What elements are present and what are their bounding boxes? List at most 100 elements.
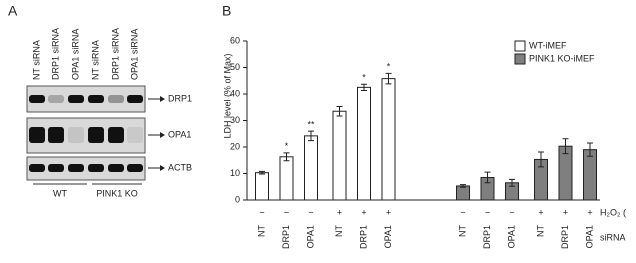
error-bar <box>484 171 491 184</box>
h2o2-label: + <box>337 207 342 217</box>
band <box>68 164 84 172</box>
group-label: WT <box>53 188 67 198</box>
arrow-head <box>160 165 165 171</box>
row-label: siRNA <box>600 232 626 242</box>
bar <box>357 86 371 201</box>
significance: ** <box>307 119 315 129</box>
y-tick-label: 40 <box>230 88 240 98</box>
band <box>48 127 64 143</box>
blot-box <box>26 117 146 154</box>
error-bar <box>509 178 515 187</box>
x-tick-label: NT <box>457 225 467 237</box>
x-tick-label: NT <box>535 225 545 237</box>
band-label: OPA1 <box>168 129 191 139</box>
error-bar <box>283 152 290 162</box>
legend-label: PINK1 KO-iMEF <box>529 53 595 63</box>
bar <box>381 78 396 201</box>
panel-label: B <box>222 3 231 19</box>
significance: * <box>362 73 366 83</box>
band <box>88 127 104 143</box>
h2o2-label: + <box>538 207 543 217</box>
x-tick-label: NT <box>334 225 344 237</box>
bar <box>255 172 269 201</box>
legend-swatch <box>514 40 526 52</box>
band <box>29 95 45 103</box>
y-tick-label: 10 <box>230 168 240 178</box>
x-tick-label: OPA1 <box>506 225 516 248</box>
error-bar <box>562 138 569 155</box>
bar <box>332 110 347 201</box>
h2o2-label: − <box>460 207 465 217</box>
error-bar <box>361 83 367 92</box>
band <box>108 164 124 172</box>
error-bar <box>460 184 466 188</box>
bar <box>304 135 318 201</box>
y-axis-title: LDH level (% of Max) <box>222 53 232 138</box>
x-tick-label: OPA1 <box>383 225 393 248</box>
band <box>29 127 45 143</box>
band <box>88 95 104 103</box>
error-bar <box>308 130 314 142</box>
band <box>108 127 124 143</box>
x-tick-label: OPA1 <box>305 225 315 248</box>
blot-box <box>26 156 146 181</box>
lane-label: NT siRNA <box>90 40 100 80</box>
arrow-head <box>160 96 165 102</box>
band-label: DRP1 <box>168 93 192 103</box>
band <box>68 127 84 143</box>
band <box>127 127 143 143</box>
h2o2-label: − <box>308 207 313 217</box>
y-tick-label: 60 <box>230 35 240 45</box>
x-tick-label: DRP1 <box>482 225 492 249</box>
error-bar <box>385 72 392 85</box>
y-tick-label: 30 <box>230 115 240 125</box>
x-tick-label: DRP1 <box>560 225 570 249</box>
band-label: ACTB <box>168 162 192 172</box>
h2o2-label: + <box>361 207 366 217</box>
x-tick-label: NT <box>256 225 266 237</box>
h2o2-label: − <box>485 207 490 217</box>
arrow-head <box>160 132 165 138</box>
band <box>108 95 124 103</box>
western-blot: WT PINK1 KO <box>26 85 146 198</box>
band <box>127 164 143 172</box>
legend-label: WT-iMEF <box>529 40 567 50</box>
band <box>127 95 143 103</box>
lane-label: NT siRNA <box>31 40 41 80</box>
legend-swatch <box>514 53 526 65</box>
bar <box>583 149 597 201</box>
h2o2-label: − <box>284 207 289 217</box>
h2o2-label: + <box>386 207 391 217</box>
band <box>48 164 64 172</box>
row-label: H₂O₂ ( <box>600 207 626 217</box>
error-bar <box>587 142 593 157</box>
error-bar <box>538 151 544 168</box>
panel-label: A <box>8 3 18 19</box>
h2o2-label: + <box>563 207 568 217</box>
band <box>29 164 45 172</box>
h2o2-label: − <box>259 207 264 217</box>
error-bar <box>336 105 343 117</box>
y-tick-label: 50 <box>230 62 240 72</box>
bar <box>558 145 573 201</box>
group-label: PINK1 KO <box>96 188 138 198</box>
significance: * <box>387 62 391 72</box>
x-tick-label: DRP1 <box>358 225 368 249</box>
lane-label: DRP1 siRNA <box>110 28 120 80</box>
band <box>48 95 64 103</box>
blot-box <box>26 85 146 113</box>
y-tick-label: 20 <box>230 141 240 151</box>
significance: * <box>285 141 289 151</box>
lane-label: OPA1 siRNA <box>70 29 80 80</box>
bar <box>456 185 470 201</box>
h2o2-label: + <box>587 207 592 217</box>
band <box>88 164 104 172</box>
x-tick-label: DRP1 <box>281 225 291 249</box>
y-tick-label: 0 <box>235 194 240 204</box>
x-tick-label: OPA1 <box>584 225 594 248</box>
h2o2-label: − <box>509 207 514 217</box>
lane-label: OPA1 siRNA <box>129 29 139 80</box>
error-bar <box>259 170 265 175</box>
bar <box>279 156 294 201</box>
